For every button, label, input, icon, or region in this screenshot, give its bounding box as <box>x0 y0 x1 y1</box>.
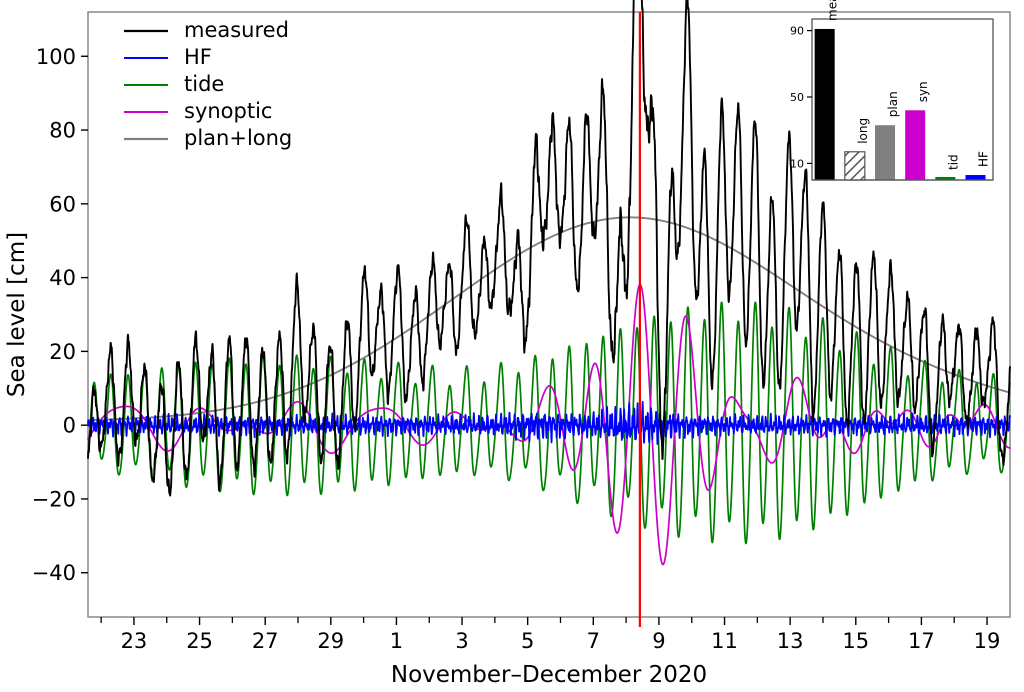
legend-label-measured: measured <box>184 18 289 42</box>
legend: measured HF tide synoptic plan+long <box>124 18 292 150</box>
inset-bar-label-tid: tid <box>946 154 960 170</box>
legend-label-HF: HF <box>184 45 212 69</box>
x-tick-label-5: 5 <box>521 629 534 653</box>
x-tick-label-3: 3 <box>455 629 468 653</box>
inset-bar-label-meas: meas <box>826 0 840 21</box>
inset-bar-tid <box>935 177 956 180</box>
x-tick-label-27: 27 <box>252 629 279 653</box>
x-axis: 23 25 27 29 1 3 5 7 9 11 13 15 17 19November–December… <box>100 617 1001 688</box>
y-tick-label-0: 0 <box>63 414 76 438</box>
x-tick-label-29: 29 <box>317 629 344 653</box>
x-tick-label-25: 25 <box>186 629 213 653</box>
inset-y-tick-label-90: 90 <box>790 25 804 38</box>
y-tick-label-60: 60 <box>49 192 76 216</box>
inset-bar-syn <box>905 110 926 180</box>
inset-bar-label-plan: plan <box>886 91 900 117</box>
inset-y-tick-label-50: 50 <box>790 91 804 104</box>
y-axis: −40 −20 0 20 40 60 80 100 Sea level [cm] <box>4 45 88 585</box>
y-tick-label-80: 80 <box>49 119 76 143</box>
inset-bar-label-long: long <box>856 118 870 144</box>
data-series <box>87 0 1011 566</box>
inset-bar-plan <box>875 125 896 180</box>
legend-label-plan-long: plan+long <box>184 126 292 150</box>
inset-bar-label-syn: syn <box>916 81 930 102</box>
x-tick-label-17: 17 <box>908 629 935 653</box>
y-tick-label-100: 100 <box>36 45 76 69</box>
x-tick-label-23: 23 <box>121 629 148 653</box>
y-tick-label--20: −20 <box>32 487 76 511</box>
inset-bar-chart: 10 50 90 meas long plan syn tid HF <box>790 0 994 181</box>
x-tick-label-15: 15 <box>842 629 869 653</box>
inset-bar-HF <box>965 175 986 180</box>
y-tick-label-40: 40 <box>49 266 76 290</box>
x-axis-label: November–December 2020 <box>391 662 707 688</box>
legend-label-synoptic: synoptic <box>184 99 272 123</box>
inset-bar-label-HF: HF <box>977 151 991 167</box>
inset-bar-meas <box>814 28 835 180</box>
x-tick-label-9: 9 <box>652 629 665 653</box>
x-tick-label-13: 13 <box>777 629 804 653</box>
x-tick-label-11: 11 <box>711 629 738 653</box>
x-tick-label-1: 1 <box>390 629 403 653</box>
inset-bar-long <box>844 151 866 181</box>
x-tick-label-7: 7 <box>587 629 600 653</box>
legend-label-tide: tide <box>184 72 224 96</box>
series-measured <box>87 0 1011 497</box>
x-tick-label-19: 19 <box>974 629 1001 653</box>
inset-frame <box>811 18 994 181</box>
y-tick-label-20: 20 <box>49 340 76 364</box>
inset-y-tick-label-10: 10 <box>790 157 804 170</box>
y-axis-label: Sea level [cm] <box>4 232 30 397</box>
y-tick-label--40: −40 <box>32 561 76 585</box>
